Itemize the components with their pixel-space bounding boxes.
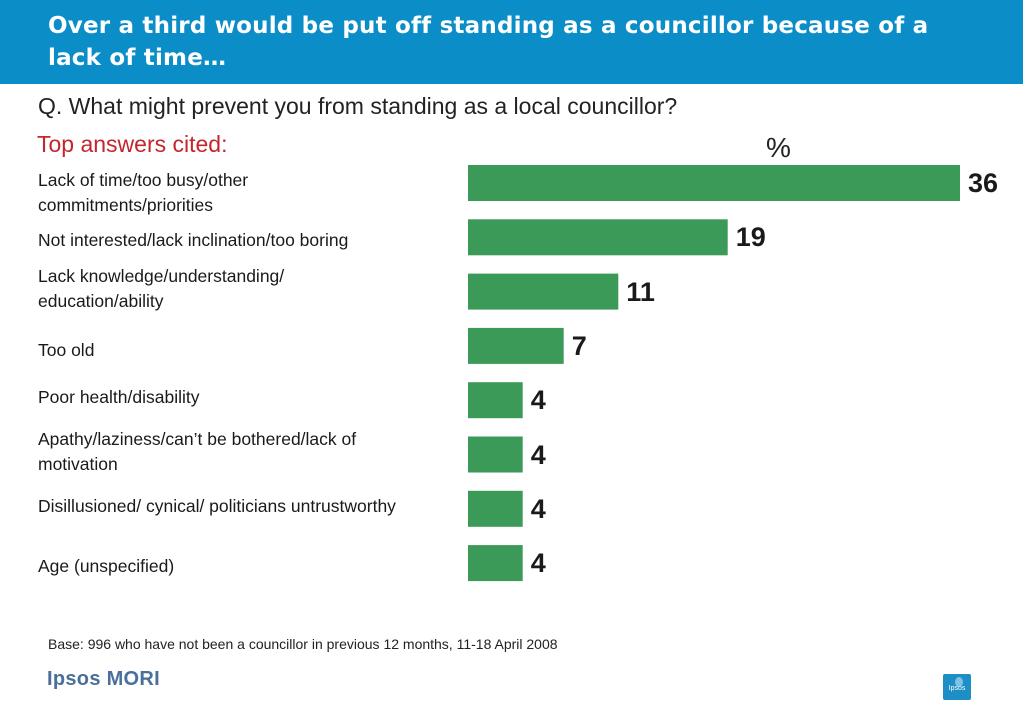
category-label-5: Apathy/laziness/can’t be bothered/lack o… xyxy=(38,429,357,474)
bar-6 xyxy=(468,490,523,527)
subheading: Top answers cited: xyxy=(37,131,228,157)
value-label-5: 4 xyxy=(530,439,546,470)
bar-2 xyxy=(468,273,619,310)
bar-3 xyxy=(468,327,564,364)
value-label-3: 7 xyxy=(571,330,587,361)
logo-text: Ipsos xyxy=(948,685,966,692)
value-label-4: 4 xyxy=(530,385,546,416)
unit-label: % xyxy=(766,132,791,163)
question-text: Q. What might prevent you from standing … xyxy=(38,93,678,119)
bar-4 xyxy=(468,382,523,419)
value-label-1: 19 xyxy=(735,222,766,253)
category-label-2: Lack knowledge/understanding/ education/… xyxy=(38,266,285,311)
value-label-7: 4 xyxy=(530,548,546,579)
category-label-4: Poor health/disability xyxy=(38,387,200,407)
category-label-6: Disillusioned/ cynical/ politicians untr… xyxy=(38,496,396,516)
category-label-3: Too old xyxy=(38,340,95,360)
category-label-7: Age (unspecified) xyxy=(38,556,175,576)
bars xyxy=(468,165,960,582)
value-label-2: 11 xyxy=(626,276,655,307)
brand-logo: Ipsos MORI xyxy=(47,668,161,690)
bar-chart xyxy=(468,165,960,582)
bar-7 xyxy=(468,545,523,582)
slide-title: Over a third would be put off standing a… xyxy=(48,13,929,71)
title-banner: Over a third would be put off standing a… xyxy=(0,0,1023,84)
value-label-0: 36 xyxy=(968,168,999,198)
bar-0 xyxy=(468,165,960,201)
category-label-1: Not interested/lack inclination/too bori… xyxy=(38,230,349,250)
bar-1 xyxy=(468,219,728,256)
base-note: Base: 996 who have not been a councillor… xyxy=(48,636,558,652)
bar-5 xyxy=(468,436,523,473)
value-label-6: 4 xyxy=(530,493,546,524)
category-label-0: Lack of time/too busy/other commitments/… xyxy=(38,170,249,215)
ipsos-logo-icon: Ipsos xyxy=(943,674,971,700)
